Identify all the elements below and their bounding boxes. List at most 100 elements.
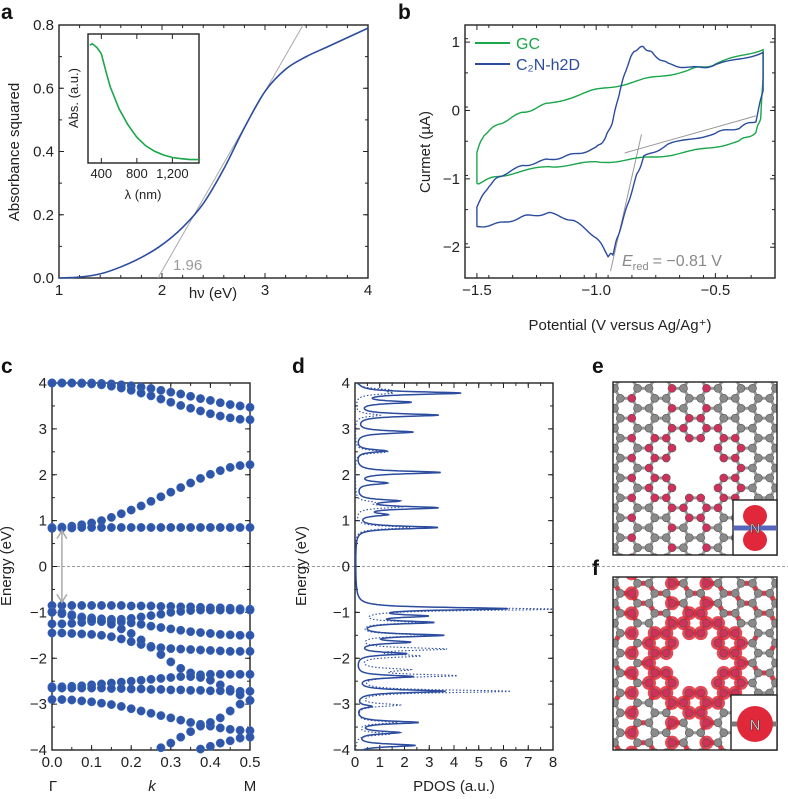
inset-background bbox=[88, 34, 199, 163]
nitrogen-atom bbox=[593, 454, 601, 462]
band-point bbox=[205, 409, 215, 419]
carbon-atom bbox=[576, 759, 584, 767]
bond bbox=[597, 683, 603, 693]
band-point bbox=[225, 686, 235, 696]
carbon-atom bbox=[644, 523, 654, 533]
carbon-atom bbox=[599, 464, 607, 472]
carbon-atom bbox=[576, 639, 584, 647]
bond bbox=[580, 388, 586, 398]
carbon-atom bbox=[771, 483, 777, 493]
y-tick-label: −3 bbox=[333, 696, 350, 713]
carbon-atom bbox=[696, 588, 706, 598]
nitrogen-atom bbox=[668, 364, 676, 372]
carbon-atom bbox=[582, 749, 590, 757]
nitrogen-atom bbox=[703, 759, 711, 767]
bond bbox=[597, 538, 603, 548]
carbon-atom bbox=[582, 534, 590, 542]
nitrogen-atom bbox=[667, 384, 677, 393]
carbon-atom bbox=[576, 364, 584, 372]
carbon-atom bbox=[599, 659, 607, 667]
bond-orbital bbox=[578, 662, 588, 673]
band-point bbox=[136, 635, 146, 645]
nitrogen-atom bbox=[593, 589, 601, 597]
bond bbox=[701, 358, 707, 368]
bond bbox=[597, 468, 603, 478]
y-tick-label: −3 bbox=[30, 696, 47, 713]
nitrogen-orbital bbox=[780, 716, 788, 730]
band-point bbox=[176, 663, 186, 673]
band-point bbox=[235, 605, 245, 615]
bond-orbital bbox=[621, 750, 631, 755]
m-point-label: M bbox=[244, 778, 257, 795]
carbon-atom bbox=[661, 708, 671, 718]
carbon-atom bbox=[644, 598, 654, 608]
carbon-atom bbox=[613, 638, 619, 648]
carbon-atom bbox=[633, 698, 642, 708]
x-tick-label: −1.0 bbox=[581, 282, 611, 299]
bond-orbital bbox=[647, 772, 657, 783]
band-point bbox=[196, 523, 205, 532]
carbon-atom bbox=[754, 354, 762, 362]
x-tick-label: 1,200 bbox=[156, 166, 189, 181]
bond bbox=[649, 368, 655, 378]
tangent-line bbox=[157, 24, 304, 279]
x-tick-label: 6 bbox=[499, 754, 507, 771]
band-point bbox=[235, 733, 245, 743]
carbon-atom bbox=[617, 577, 623, 578]
carbon-atom bbox=[767, 577, 773, 578]
band-point bbox=[67, 683, 77, 693]
carbon-atom bbox=[576, 424, 584, 432]
bond bbox=[597, 773, 603, 783]
carbon-atom bbox=[582, 709, 590, 717]
bond bbox=[580, 763, 586, 773]
nitrogen-atom bbox=[702, 698, 711, 708]
band-point bbox=[176, 389, 186, 399]
nitrogen-atom bbox=[679, 618, 688, 628]
carbon-atom bbox=[582, 669, 590, 677]
panel-label-c: c bbox=[1, 355, 13, 378]
carbon-atom bbox=[633, 579, 642, 588]
nitrogen-atom bbox=[713, 503, 723, 513]
inset-absorption-curve bbox=[89, 42, 199, 161]
nitrogen-orbital bbox=[665, 776, 679, 790]
carbon-atom bbox=[613, 678, 619, 688]
carbon-atom bbox=[679, 403, 688, 413]
carbon-atom bbox=[613, 463, 619, 473]
panel-label-f: f bbox=[592, 557, 600, 580]
carbon-atom bbox=[661, 533, 671, 543]
band-point bbox=[97, 698, 106, 708]
carbon-atom bbox=[765, 588, 775, 598]
bond-orbital bbox=[613, 601, 614, 605]
carbon-atom bbox=[698, 382, 704, 383]
bond bbox=[735, 563, 741, 573]
nitrogen-atom bbox=[713, 483, 723, 493]
bond bbox=[753, 753, 759, 763]
bond bbox=[649, 763, 655, 773]
carbon-atom bbox=[753, 628, 763, 638]
band-point bbox=[215, 723, 225, 733]
bond bbox=[580, 368, 586, 378]
nitrogen-atom bbox=[667, 638, 677, 648]
band-point bbox=[205, 741, 215, 751]
x-tick-label: 1 bbox=[55, 282, 63, 299]
chart-d-pdos: Energy (eV) PDOS (a.u.) 0 1 2 3 4 5 6 7 8−4−3−2−… bbox=[293, 375, 557, 795]
carbon-atom bbox=[662, 354, 670, 362]
nitrogen-atom bbox=[730, 668, 740, 678]
nitrogen-atom bbox=[696, 493, 706, 503]
nitrogen-atom bbox=[783, 364, 788, 372]
band-point bbox=[245, 460, 255, 470]
bond bbox=[666, 368, 672, 378]
band-point bbox=[215, 686, 225, 696]
bond bbox=[753, 358, 759, 368]
band-point bbox=[77, 683, 87, 693]
structure-e-lattice bbox=[576, 354, 788, 555]
bond bbox=[597, 723, 603, 733]
inset-xlabel: λ (nm) bbox=[125, 187, 162, 202]
bond-orbital bbox=[776, 661, 777, 665]
bond-orbital bbox=[725, 750, 735, 755]
carbon-atom bbox=[582, 514, 590, 522]
nitrogen-atom bbox=[703, 364, 711, 372]
nitrogen-atom bbox=[783, 524, 788, 532]
nitrogen-orbital bbox=[665, 756, 679, 770]
carbon-atom bbox=[650, 728, 660, 738]
